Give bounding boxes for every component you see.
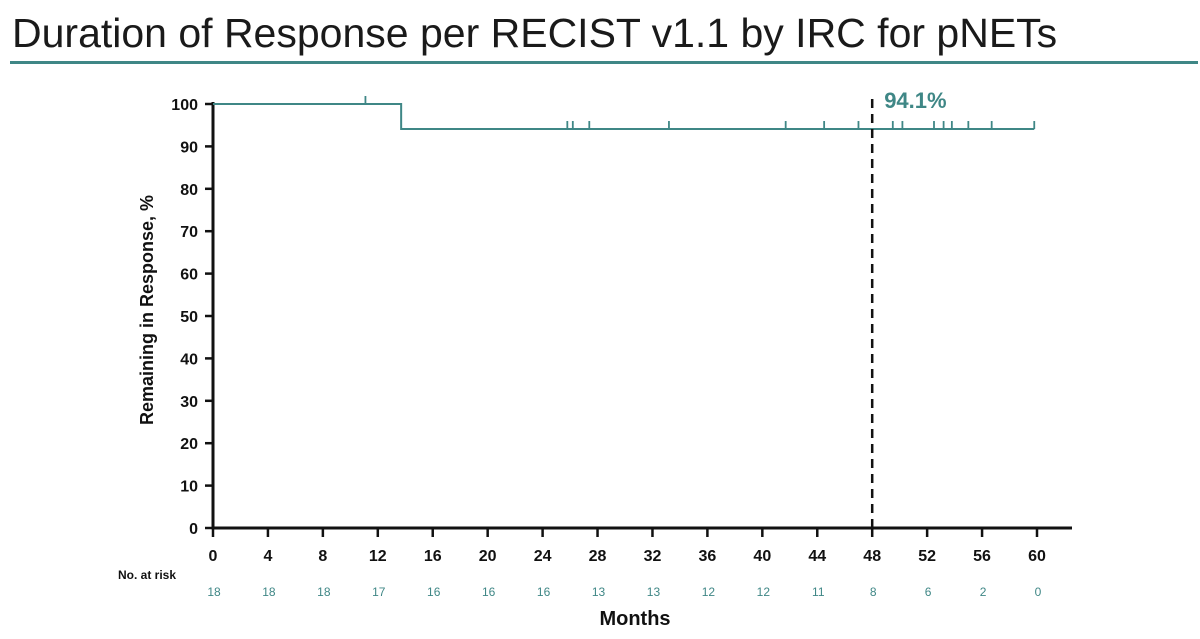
x-tick-label: 0 [209,548,218,565]
x-tick-label: 12 [369,548,387,565]
x-tick-label: 60 [1028,548,1046,565]
x-tick-label: 52 [918,548,936,565]
y-tick-label: 40 [180,351,198,368]
risk-count: 13 [647,585,661,599]
risk-count: 13 [592,585,606,599]
risk-table: 18 18 18 17 16 16 16 13 13 12 12 11 8 6 2 0 [207,585,1041,599]
y-tick-label: 20 [180,436,198,453]
risk-count: 0 [1035,585,1042,599]
reference-line-group: 94.1% [870,88,947,528]
x-tick-label: 28 [589,548,607,565]
title-rule [10,61,1198,64]
x-tick-label: 48 [863,548,881,565]
risk-count: 6 [925,585,932,599]
risk-count: 17 [372,585,386,599]
km-step-line [213,103,1035,131]
x-tick-label: 8 [318,548,327,565]
y-tick-label: 0 [189,521,198,538]
risk-count: 16 [537,585,551,599]
x-tick-label: 44 [808,548,826,565]
x-tick-label: 20 [479,548,497,565]
x-tick-label: 16 [424,548,442,565]
y-tick-label: 10 [180,479,198,496]
risk-count: 16 [427,585,441,599]
page-title: Duration of Response per RECIST v1.1 by … [12,10,1058,56]
risk-count: 12 [702,585,716,599]
risk-count: 18 [262,585,276,599]
y-tick-label: 30 [180,394,198,411]
y-tick-label: 60 [180,267,198,284]
risk-count: 11 [812,585,825,599]
x-tick-label: 4 [263,548,272,565]
x-tick-label: 32 [644,548,662,565]
y-tick-label: 80 [180,182,198,199]
x-tick-label: 56 [973,548,991,565]
risk-count: 2 [980,585,987,599]
y-tick-label: 90 [180,139,198,156]
risk-count: 12 [757,585,771,599]
risk-count: 8 [870,585,877,599]
risk-count: 18 [317,585,331,599]
risk-count: 18 [207,585,221,599]
y-tick-label: 70 [180,224,198,241]
risk-table-label: No. at risk [118,568,176,582]
x-tick-label: 24 [534,548,552,565]
risk-count: 16 [482,585,496,599]
reference-label: 94.1% [884,88,946,113]
y-tick-label: 50 [180,309,198,326]
y-tick-label: 100 [171,97,198,114]
y-axis-label: Remaining in Response, % [137,195,157,425]
x-tick-label: 36 [699,548,717,565]
chart-series [213,96,1036,131]
x-tick-label: 40 [753,548,771,565]
chart-axes [211,102,1072,530]
x-axis-label: Months [599,608,670,630]
